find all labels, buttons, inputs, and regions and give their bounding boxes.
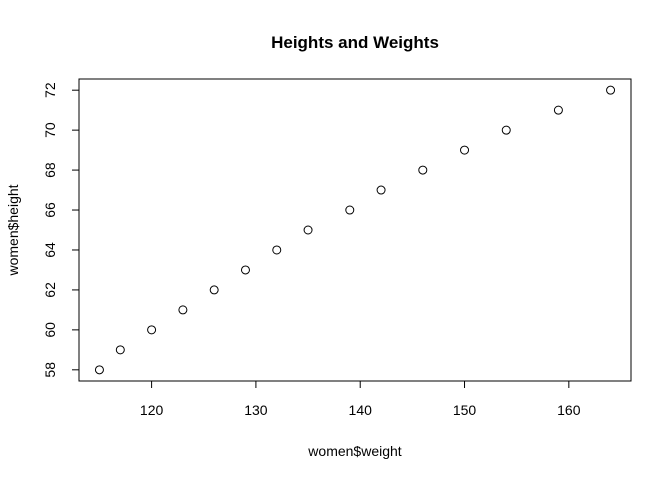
data-point <box>240 265 250 275</box>
y-axis-label: women$height <box>5 184 21 276</box>
data-point <box>209 285 219 295</box>
data-point <box>94 365 104 375</box>
x-axis-label: women$weight <box>307 443 401 459</box>
data-point <box>606 85 616 95</box>
data-point <box>345 205 355 215</box>
y-tick-label: 64 <box>42 242 58 258</box>
data-point <box>553 105 563 115</box>
y-axis: 58 60 62 64 66 68 70 72 <box>42 82 80 378</box>
data-point <box>115 345 125 355</box>
data-point <box>303 225 313 235</box>
y-tick-label: 68 <box>42 162 58 178</box>
x-tick-label: 130 <box>244 402 268 418</box>
x-tick-label: 120 <box>140 402 164 418</box>
data-point <box>272 245 282 255</box>
data-point <box>460 145 470 155</box>
x-tick-label: 150 <box>453 402 477 418</box>
data-point <box>376 185 386 195</box>
y-tick-label: 66 <box>42 202 58 218</box>
data-point <box>418 165 428 175</box>
x-tick-label: 160 <box>557 402 581 418</box>
y-tick-label: 70 <box>42 122 58 138</box>
data-points <box>94 85 616 375</box>
x-axis: 120 130 140 150 160 <box>140 380 581 418</box>
y-tick-label: 62 <box>42 282 58 298</box>
plot-frame <box>78 78 632 382</box>
y-tick-label: 60 <box>42 322 58 338</box>
x-tick-label: 140 <box>349 402 373 418</box>
data-point <box>501 125 511 135</box>
y-tick-label: 58 <box>42 362 58 378</box>
chart-title: Heights and Weights <box>271 33 439 52</box>
y-tick-label: 72 <box>42 82 58 98</box>
data-point <box>147 325 157 335</box>
data-point <box>178 305 188 315</box>
